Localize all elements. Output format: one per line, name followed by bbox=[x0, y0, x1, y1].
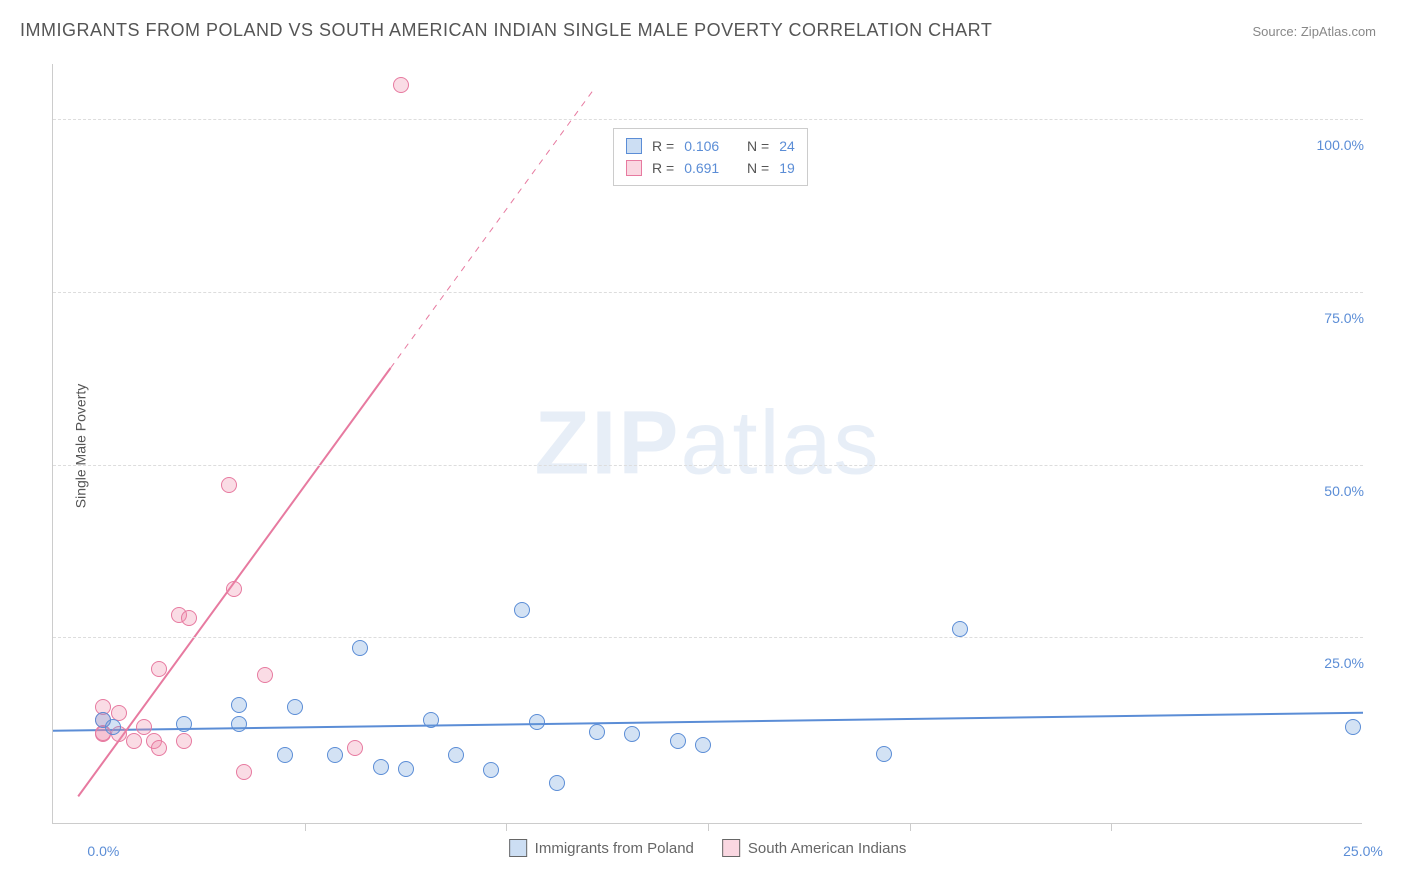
plot-area: ZIPatlas R = 0.106 N = 24 R = 0.691 N = … bbox=[52, 64, 1362, 824]
scatter-point bbox=[695, 737, 711, 753]
scatter-point bbox=[105, 719, 121, 735]
scatter-point bbox=[1345, 719, 1361, 735]
legend-r-label: R = bbox=[652, 135, 674, 157]
scatter-point bbox=[226, 581, 242, 597]
scatter-point bbox=[231, 697, 247, 713]
legend-r-label-2: R = bbox=[652, 157, 674, 179]
scatter-point bbox=[352, 640, 368, 656]
scatter-point bbox=[176, 716, 192, 732]
x-tick bbox=[910, 823, 911, 831]
scatter-point bbox=[398, 761, 414, 777]
scatter-point bbox=[287, 699, 303, 715]
scatter-point bbox=[514, 602, 530, 618]
legend-n-label: N = bbox=[747, 135, 769, 157]
legend-swatch-blue bbox=[626, 138, 642, 154]
series-label-poland: Immigrants from Poland bbox=[535, 840, 694, 857]
scatter-point bbox=[670, 733, 686, 749]
legend-n-value-sai: 19 bbox=[779, 157, 795, 179]
scatter-point bbox=[126, 733, 142, 749]
watermark-zip: ZIP bbox=[534, 393, 680, 493]
series-label-sai: South American Indians bbox=[748, 840, 906, 857]
gridline-h bbox=[53, 465, 1363, 466]
chart-container: IMMIGRANTS FROM POLAND VS SOUTH AMERICAN… bbox=[0, 0, 1406, 892]
scatter-point bbox=[393, 77, 409, 93]
scatter-point bbox=[448, 747, 464, 763]
scatter-point bbox=[589, 724, 605, 740]
x-tick bbox=[305, 823, 306, 831]
legend-row-poland: R = 0.106 N = 24 bbox=[626, 135, 795, 157]
source-attribution: Source: ZipAtlas.com bbox=[1252, 24, 1376, 39]
x-tick bbox=[506, 823, 507, 831]
series-legend-item-sai: South American Indians bbox=[722, 839, 906, 857]
scatter-point bbox=[423, 712, 439, 728]
legend-n-value-poland: 24 bbox=[779, 135, 795, 157]
scatter-point bbox=[136, 719, 152, 735]
y-tick-label: 100.0% bbox=[1294, 137, 1364, 153]
watermark-atlas: atlas bbox=[680, 393, 880, 493]
x-tick bbox=[708, 823, 709, 831]
legend-swatch-pink bbox=[626, 160, 642, 176]
scatter-point bbox=[151, 740, 167, 756]
scatter-point bbox=[176, 733, 192, 749]
legend-r-value-poland: 0.106 bbox=[684, 135, 719, 157]
scatter-point bbox=[876, 746, 892, 762]
scatter-point bbox=[151, 661, 167, 677]
scatter-point bbox=[347, 740, 363, 756]
scatter-point bbox=[277, 747, 293, 763]
scatter-point bbox=[236, 764, 252, 780]
scatter-point bbox=[483, 762, 499, 778]
watermark: ZIPatlas bbox=[534, 392, 880, 495]
series-legend: Immigrants from Poland South American In… bbox=[509, 839, 907, 857]
scatter-point bbox=[231, 716, 247, 732]
scatter-point bbox=[624, 726, 640, 742]
series-legend-item-poland: Immigrants from Poland bbox=[509, 839, 694, 857]
scatter-point bbox=[327, 747, 343, 763]
scatter-point bbox=[549, 775, 565, 791]
scatter-point bbox=[373, 759, 389, 775]
gridline-h bbox=[53, 119, 1363, 120]
legend-row-sai: R = 0.691 N = 19 bbox=[626, 157, 795, 179]
y-tick-label: 50.0% bbox=[1294, 483, 1364, 499]
scatter-point bbox=[952, 621, 968, 637]
x-tick-label: 0.0% bbox=[87, 843, 119, 859]
scatter-point bbox=[221, 477, 237, 493]
x-tick bbox=[1111, 823, 1112, 831]
scatter-point bbox=[181, 610, 197, 626]
chart-title: IMMIGRANTS FROM POLAND VS SOUTH AMERICAN… bbox=[20, 20, 992, 41]
scatter-point bbox=[529, 714, 545, 730]
series-swatch-pink bbox=[722, 839, 740, 857]
x-tick-label: 25.0% bbox=[1343, 843, 1383, 859]
legend-n-label-2: N = bbox=[747, 157, 769, 179]
scatter-point bbox=[257, 667, 273, 683]
y-tick-label: 75.0% bbox=[1294, 310, 1364, 326]
y-tick-label: 25.0% bbox=[1294, 655, 1364, 671]
series-swatch-blue bbox=[509, 839, 527, 857]
legend-r-value-sai: 0.691 bbox=[684, 157, 719, 179]
correlation-legend: R = 0.106 N = 24 R = 0.691 N = 19 bbox=[613, 128, 808, 186]
gridline-h bbox=[53, 637, 1363, 638]
gridline-h bbox=[53, 292, 1363, 293]
